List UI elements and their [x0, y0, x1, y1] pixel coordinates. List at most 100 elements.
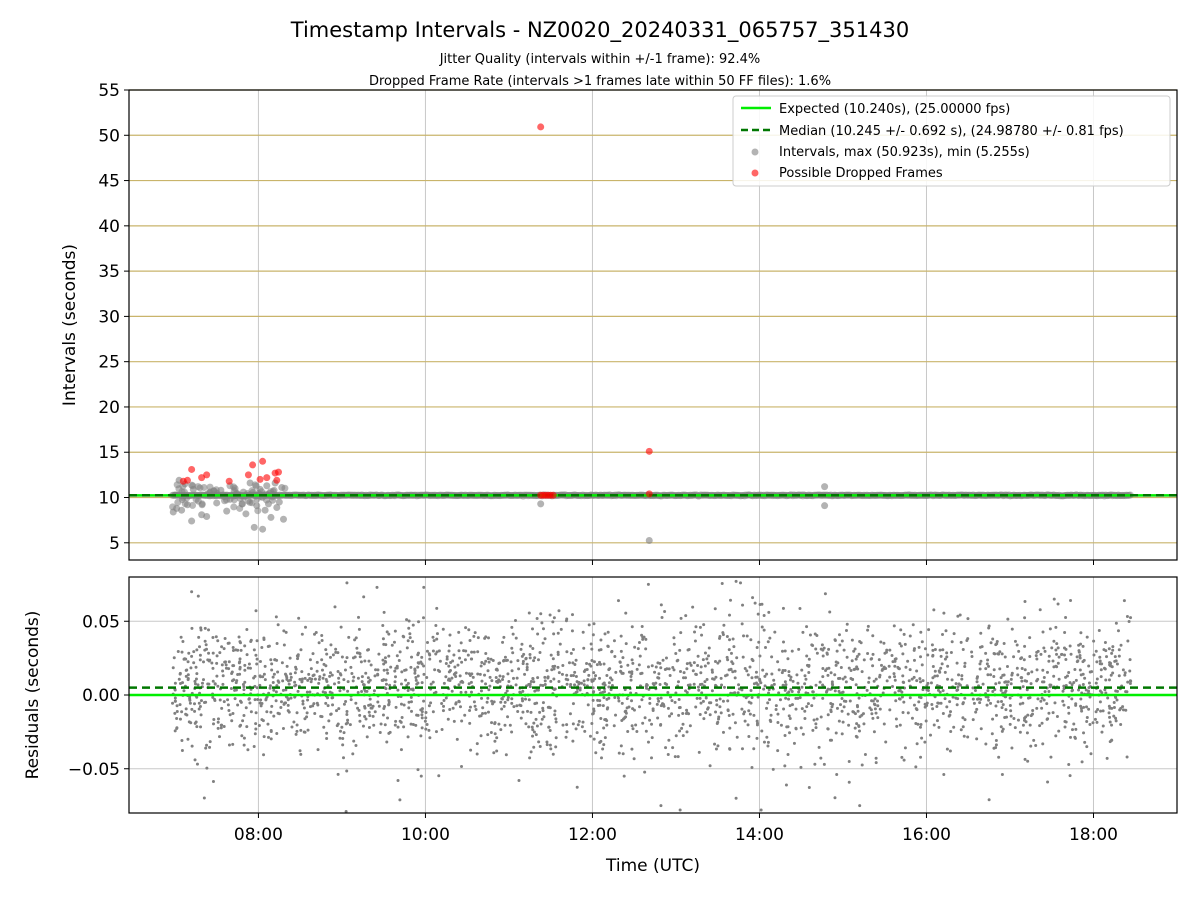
- residual-point: [710, 670, 714, 674]
- legend: Expected (10.240s), (25.00000 fps) Media…: [732, 95, 1171, 187]
- residual-point: [914, 765, 918, 769]
- residual-point: [742, 710, 746, 714]
- residual-point: [346, 718, 350, 722]
- residual-point: [833, 673, 837, 677]
- dropped-frame-point: [244, 471, 252, 479]
- residual-point: [1124, 708, 1128, 712]
- residual-point: [239, 723, 243, 727]
- residual-point: [857, 652, 861, 656]
- residual-point: [825, 651, 829, 655]
- residual-point: [698, 625, 702, 629]
- residual-point: [592, 707, 596, 711]
- residual-point: [926, 681, 930, 685]
- residual-point: [597, 660, 601, 664]
- residual-point: [682, 671, 686, 675]
- residual-point: [766, 640, 770, 644]
- residual-point: [791, 679, 795, 683]
- residual-point: [945, 655, 949, 659]
- interval-point: [267, 513, 275, 521]
- residual-point: [630, 747, 634, 751]
- residual-point: [657, 699, 661, 703]
- residual-point: [447, 649, 451, 653]
- residual-point: [748, 665, 752, 669]
- residual-point: [373, 674, 377, 678]
- residual-point: [426, 641, 430, 645]
- residual-point: [900, 755, 904, 759]
- residual-point: [847, 760, 851, 764]
- residual-point: [476, 636, 480, 640]
- residual-point: [902, 632, 906, 636]
- residual-point: [1042, 675, 1046, 679]
- residual-point: [190, 707, 194, 711]
- residual-point: [546, 705, 550, 709]
- residual-point: [419, 708, 423, 712]
- residual-point: [746, 673, 750, 677]
- residual-point: [322, 673, 326, 677]
- residual-point: [815, 651, 819, 655]
- residual-point: [197, 635, 201, 639]
- residual-point: [194, 677, 198, 681]
- top-y-tick-label: 15: [98, 443, 120, 463]
- residual-point: [716, 661, 720, 665]
- residual-point: [435, 650, 439, 654]
- residual-point: [805, 625, 809, 629]
- residual-point: [382, 668, 386, 672]
- residual-point: [657, 672, 661, 676]
- residual-point: [733, 721, 737, 725]
- residual-point: [356, 690, 360, 694]
- residual-point: [1005, 664, 1009, 668]
- residual-point: [474, 708, 478, 712]
- residual-point: [486, 669, 490, 673]
- residual-point: [830, 682, 834, 686]
- residual-point: [341, 737, 345, 741]
- residual-point: [619, 744, 623, 748]
- residual-point: [996, 652, 1000, 656]
- residual-point: [289, 672, 293, 676]
- residual-point: [529, 710, 533, 714]
- residual-point: [309, 667, 313, 671]
- residual-point: [718, 636, 722, 640]
- residual-point: [646, 582, 650, 586]
- residual-point: [382, 662, 386, 666]
- residual-point: [868, 706, 872, 710]
- residual-point: [994, 643, 998, 647]
- residual-point: [425, 723, 429, 727]
- residual-point: [1051, 659, 1055, 663]
- residual-point: [921, 688, 925, 692]
- residual-point: [1021, 701, 1025, 705]
- residual-point: [595, 731, 599, 735]
- residual-point: [762, 687, 766, 691]
- residual-point: [852, 668, 856, 672]
- interval-point: [217, 486, 225, 494]
- residual-point: [300, 679, 304, 683]
- residual-point: [376, 700, 380, 704]
- residual-point: [398, 798, 402, 802]
- residual-point: [624, 709, 628, 713]
- residual-point: [672, 668, 676, 672]
- residual-point: [776, 712, 780, 716]
- residual-point: [219, 726, 223, 730]
- figure-title: Timestamp Intervals - NZ0020_20240331_06…: [290, 18, 909, 43]
- residual-point: [613, 695, 617, 699]
- residual-point: [1089, 752, 1093, 756]
- residual-point: [463, 658, 467, 662]
- residual-point: [535, 724, 539, 728]
- residual-point: [173, 729, 177, 733]
- residual-point: [650, 664, 654, 668]
- residual-point: [491, 658, 495, 662]
- top-y-tick-label: 50: [98, 126, 120, 146]
- residual-point: [264, 698, 268, 702]
- residual-point: [569, 651, 573, 655]
- residual-point: [999, 725, 1003, 729]
- residual-point: [345, 656, 349, 660]
- residual-point: [473, 704, 477, 708]
- residual-point: [276, 670, 280, 674]
- residual-point: [342, 678, 346, 682]
- residual-point: [1115, 689, 1119, 693]
- bottom-y-axis: 0.050.00−0.05: [68, 612, 129, 780]
- interval-point: [246, 479, 254, 487]
- residual-point: [529, 750, 533, 754]
- residual-point: [306, 678, 310, 682]
- residual-point: [898, 642, 902, 646]
- residual-point: [1078, 654, 1082, 658]
